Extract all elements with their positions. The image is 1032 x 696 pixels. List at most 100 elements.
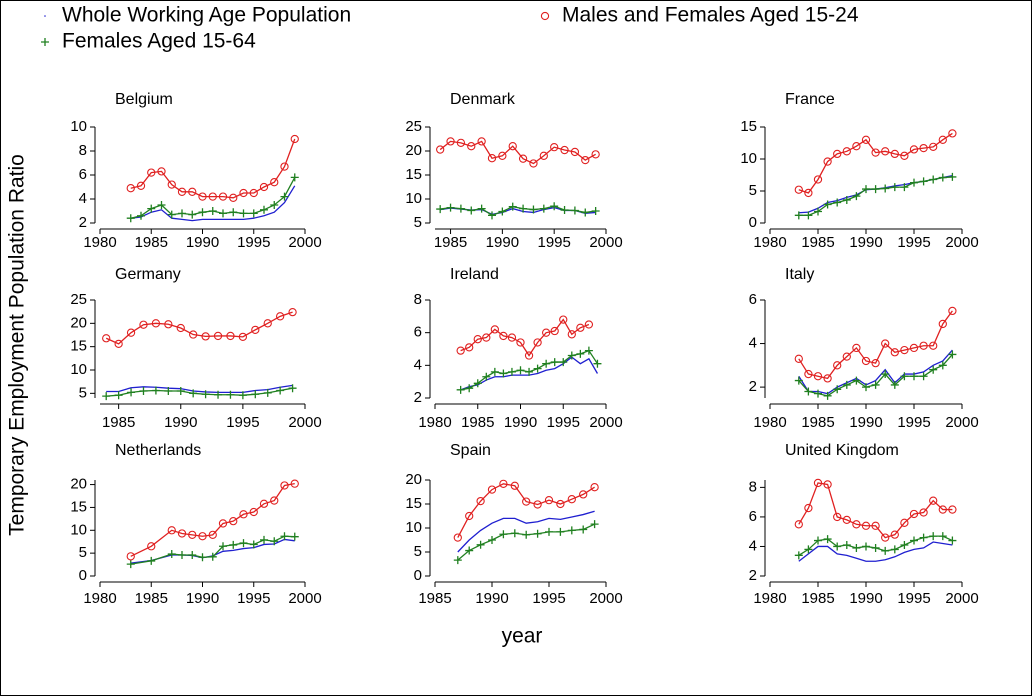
marker-plus — [219, 209, 227, 218]
y-tick-label: 20 — [405, 142, 422, 159]
marker-plus — [590, 520, 599, 529]
marker-circle — [584, 320, 594, 329]
y-tick-label: 15 — [70, 498, 87, 515]
marker-plus — [498, 207, 507, 216]
marker-plus — [482, 372, 491, 381]
y-tick-label: 0 — [79, 567, 87, 584]
x-tick-label: 1995 — [897, 590, 930, 607]
panel-title: Ireland — [450, 266, 499, 283]
marker-circle — [890, 530, 899, 539]
marker-plus — [900, 183, 909, 192]
marker-plus — [539, 204, 548, 213]
y-axis-label: Temporary Employment Population Ratio — [6, 154, 29, 536]
marker-plus — [198, 553, 207, 562]
panel-title: Denmark — [450, 91, 516, 108]
marker-plus — [189, 389, 198, 398]
marker-plus — [114, 391, 123, 400]
x-tick-label: 1985 — [801, 414, 834, 431]
y-tick-label: 10 — [70, 361, 87, 378]
marker-plus — [270, 201, 279, 209]
marker-plus — [919, 372, 928, 381]
marker-plus — [919, 177, 928, 186]
marker-plus — [198, 208, 207, 217]
y-tick-label: 10 — [70, 521, 87, 538]
marker-plus — [579, 525, 588, 534]
x-tick-label: 1990 — [164, 414, 197, 431]
x-tick-label: 1985 — [102, 414, 135, 431]
marker-plus — [508, 202, 517, 211]
marker-circle — [263, 319, 272, 328]
marker-plus — [559, 358, 568, 367]
marker-circle — [948, 505, 957, 514]
legend-label: Whole Working Age Population — [62, 4, 351, 27]
x-tick-label: 1985 — [135, 590, 168, 607]
marker-circle — [813, 372, 823, 381]
marker-circle — [881, 147, 890, 156]
marker-plus — [833, 198, 842, 207]
marker-circle — [490, 325, 499, 334]
marker-circle — [177, 187, 187, 196]
marker-plus — [238, 391, 247, 400]
marker-circle — [164, 320, 173, 329]
marker-circle — [900, 345, 909, 355]
marker-plus — [456, 204, 465, 213]
x-tick-label: 1990 — [504, 414, 537, 431]
marker-circle — [139, 320, 148, 329]
y-tick-label: 15 — [70, 338, 87, 355]
x-tick-label: 2000 — [589, 414, 622, 431]
marker-circle — [544, 496, 554, 505]
y-tick-label: 2 — [749, 567, 757, 584]
marker-circle — [218, 519, 228, 528]
marker-circle — [249, 507, 258, 517]
marker-circle — [251, 325, 260, 335]
marker-plus — [814, 389, 822, 398]
y-tick-label: 8 — [749, 478, 757, 495]
marker-plus — [499, 530, 508, 539]
marker-circle — [482, 333, 491, 342]
marker-circle — [823, 374, 832, 383]
marker-plus — [476, 540, 485, 549]
marker-plus — [910, 536, 918, 545]
marker-plus — [151, 386, 160, 395]
marker-circle — [229, 516, 238, 526]
marker-plus — [260, 205, 268, 214]
y-tick-label: 20 — [405, 471, 422, 488]
marker-circle — [890, 348, 899, 357]
marker-circle — [909, 145, 919, 154]
marker-plus — [862, 383, 870, 392]
marker-circle — [576, 323, 585, 332]
x-tick-label: 2000 — [945, 414, 978, 431]
marker-circle — [804, 188, 813, 198]
marker-plus — [239, 539, 248, 548]
marker-circle — [881, 339, 890, 348]
marker-plus — [456, 385, 465, 394]
marker-circle — [476, 496, 485, 506]
marker-plus — [814, 207, 822, 216]
marker-circle — [929, 341, 938, 350]
marker-circle — [276, 312, 285, 321]
x-tick-label: 1985 — [418, 590, 451, 607]
marker-circle — [507, 333, 517, 342]
marker-circle — [208, 192, 217, 201]
marker-circle — [516, 338, 525, 347]
marker-plus — [465, 384, 474, 393]
marker-plus — [929, 532, 938, 541]
x-tick-label: 1985 — [434, 234, 467, 251]
marker-plus — [842, 195, 851, 204]
marker-circle — [794, 520, 803, 529]
x-tick-label: 1995 — [537, 234, 570, 251]
series-line — [106, 387, 293, 397]
marker-circle — [465, 511, 474, 521]
marker-circle — [794, 185, 803, 194]
marker-circle — [852, 142, 861, 151]
marker-plus — [862, 542, 870, 551]
x-tick-label: 2000 — [288, 590, 321, 607]
marker-plus — [208, 207, 217, 215]
y-tick-label: 6 — [414, 324, 422, 341]
y-tick-label: 0 — [749, 214, 757, 231]
y-tick-label: 10 — [740, 150, 757, 167]
marker-circle — [453, 533, 462, 542]
marker-circle — [436, 145, 445, 154]
marker-plus — [852, 376, 861, 385]
marker-circle — [890, 149, 899, 159]
